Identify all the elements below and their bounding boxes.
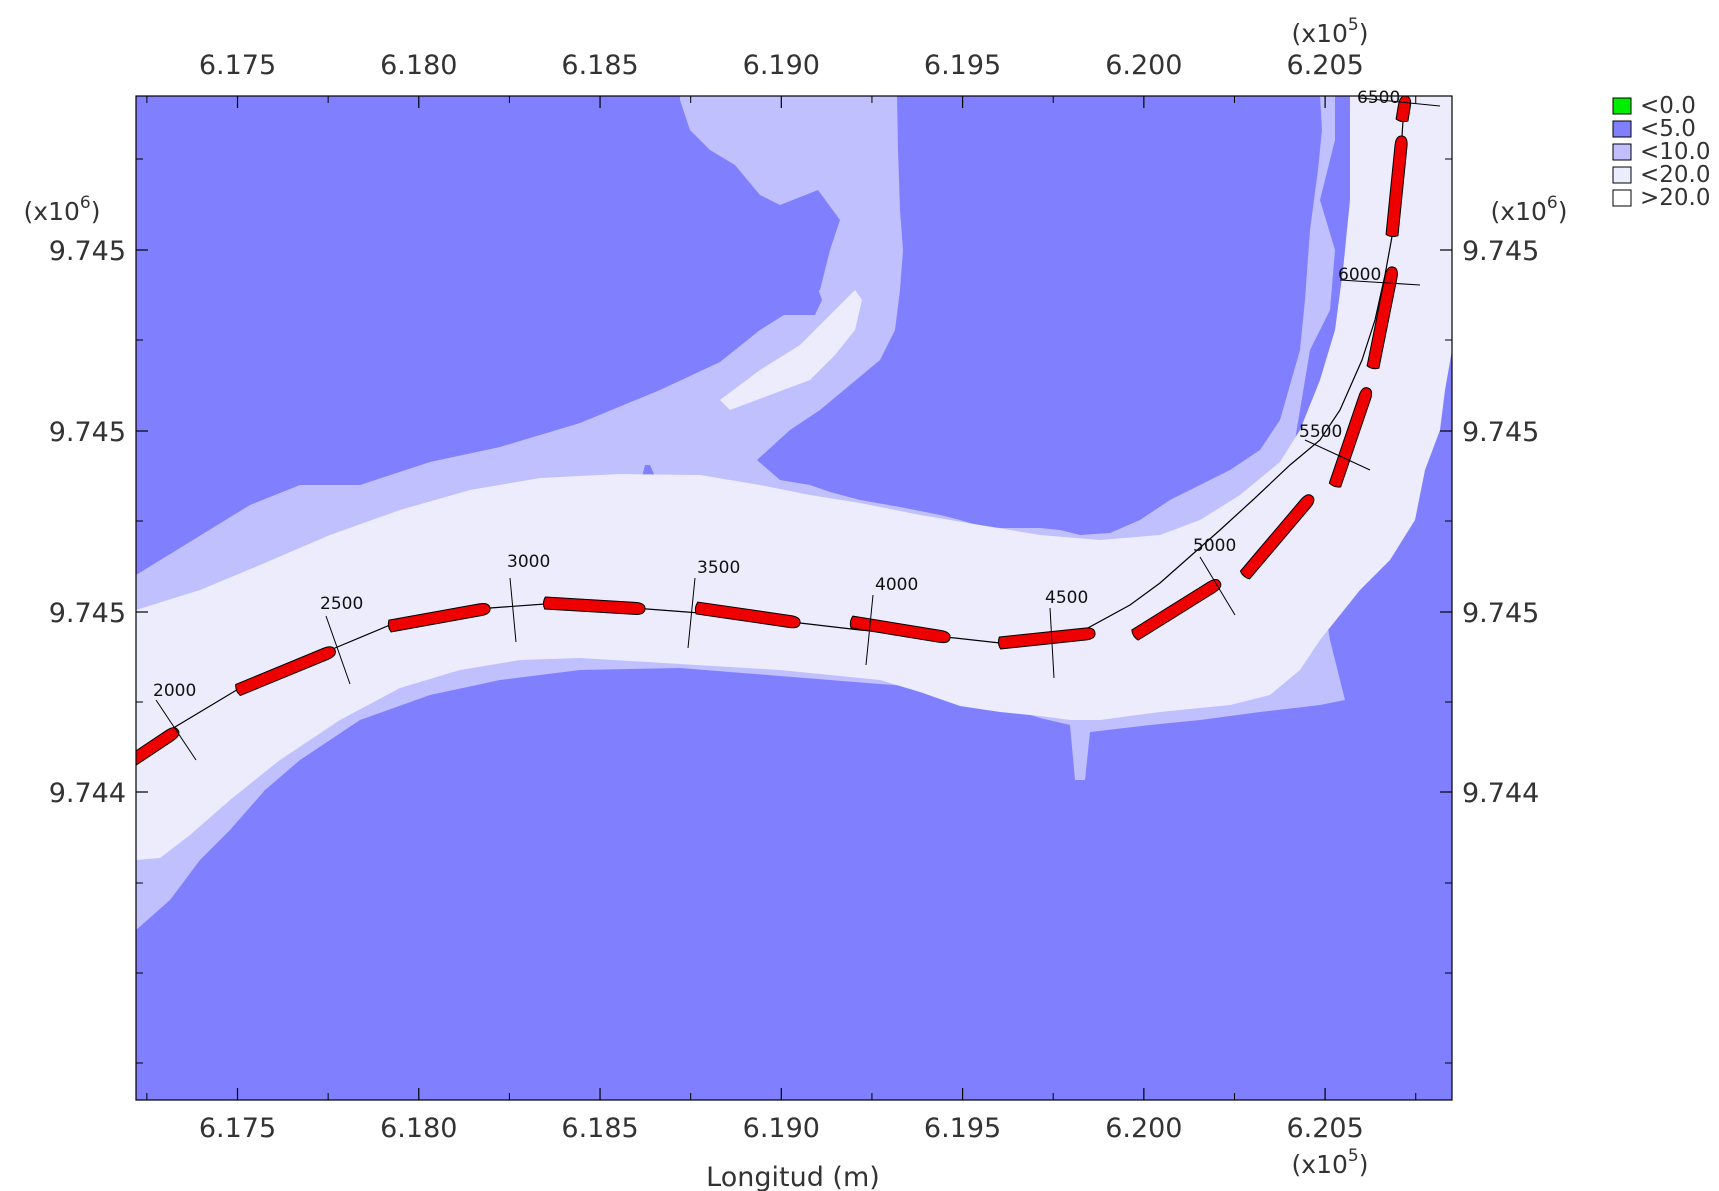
y-tick-label-right: 9.745 (1462, 236, 1539, 267)
legend-label: <20.0 (1640, 162, 1710, 188)
vessel (1385, 135, 1408, 238)
legend-swatch (1612, 166, 1632, 184)
tick-marks (136, 96, 1452, 1100)
chainage-label: 5000 (1193, 536, 1236, 556)
legend-swatch (1612, 143, 1632, 161)
depth-zone-margin-lower-bank (136, 500, 1452, 1100)
depth-zone-shallow-upper-bank (757, 96, 1322, 535)
legend-swatch (1612, 97, 1632, 115)
depth-zone-shallow-pocket (775, 280, 822, 315)
cross-section-line (1199, 556, 1236, 616)
y-tick-label-left: 9.745 (49, 236, 126, 267)
vessel (235, 646, 336, 697)
vessel (849, 615, 951, 644)
y-multiplier-left: (x106) (24, 193, 101, 226)
x-multiplier-top: (x105) (1292, 15, 1369, 48)
y-tick-label-right: 9.744 (1462, 778, 1539, 809)
x-tick-label-top: 6.175 (199, 50, 276, 81)
x-tick-label-bottom: 6.185 (561, 1113, 638, 1144)
legend-label: >20.0 (1640, 185, 1710, 211)
chainage-label: 6500 (1357, 88, 1400, 108)
vessel (997, 627, 1096, 650)
x-tick-label-top: 6.185 (561, 50, 638, 81)
cross-section-line (509, 577, 517, 643)
vessel (387, 602, 491, 633)
cross-section-line (325, 615, 351, 685)
chainage-label: 6000 (1338, 265, 1381, 285)
depth-zone-channel-inlet (720, 290, 862, 410)
x-tick-label-top: 6.200 (1105, 50, 1182, 81)
vessel (1328, 387, 1373, 488)
vessel (136, 727, 180, 768)
vessel (1131, 579, 1222, 641)
y-multiplier-right: (x106) (1491, 193, 1568, 226)
cross-section-line (1359, 97, 1441, 107)
legend-swatch (1612, 189, 1632, 207)
x-multiplier-bottom: (x105) (1292, 1146, 1369, 1179)
chainage-label: 3000 (507, 552, 550, 572)
vessel (694, 601, 801, 629)
y-tick-label-left: 9.745 (49, 598, 126, 629)
x-tick-label-top: 6.195 (924, 50, 1001, 81)
x-tick-label-bottom: 6.190 (743, 1113, 820, 1144)
legend-label: <0.0 (1640, 93, 1696, 119)
cross-section-line (1049, 607, 1055, 679)
y-tick-label-right: 9.745 (1462, 598, 1539, 629)
x-axis-title: Longitud (m) (706, 1162, 880, 1191)
chainage-labels: 2000 2500 3000 3500 4000 4500 5000 5500 6000 6500 (153, 88, 1400, 701)
legend-swatch (1612, 120, 1632, 138)
depth-zone-channel (136, 96, 1452, 860)
chainage-label: 3500 (697, 558, 740, 578)
y-tick-label-left: 9.744 (49, 778, 126, 809)
x-tick-label-bottom: 6.195 (924, 1113, 1001, 1144)
contour-layer (136, 96, 1452, 1100)
vessel-layer (136, 96, 1441, 768)
chainage-label: 2000 (153, 681, 196, 701)
plot-frame (135, 95, 1453, 1101)
cross-section-line (865, 594, 874, 666)
vessel (1366, 266, 1398, 370)
plot-border (135, 95, 1453, 1101)
x-tick-label-top: 6.205 (1286, 50, 1363, 81)
x-tick-label-bottom: 6.200 (1105, 1113, 1182, 1144)
cross-section-line (687, 577, 696, 649)
chainage-label: 4500 (1045, 588, 1088, 608)
legend: <0.0<5.0<10.0<20.0>20.0 (1612, 93, 1710, 211)
vessel (543, 596, 646, 615)
chainage-label: 4000 (875, 575, 918, 595)
x-tick-label-top: 6.180 (380, 50, 457, 81)
cross-section-line (1339, 279, 1421, 286)
x-tick-label-bottom: 6.175 (199, 1113, 276, 1144)
x-tick-label-bottom: 6.180 (380, 1113, 457, 1144)
chainage-label: 2500 (320, 594, 363, 614)
cross-section-line (155, 699, 197, 761)
y-tick-label-right: 9.745 (1462, 417, 1539, 448)
legend-label: <10.0 (1640, 139, 1710, 165)
x-tick-label-bottom: 6.205 (1286, 1113, 1363, 1144)
y-tick-label-left: 9.745 (49, 417, 126, 448)
cross-section-line (1304, 439, 1371, 471)
chainage-label: 5500 (1299, 422, 1342, 442)
vessel (1239, 494, 1315, 580)
axis-labels: 6.175 6.175 6.180 6.180 6.185 6.185 6.190 6.190… (24, 15, 1568, 1191)
legend-label: <5.0 (1640, 116, 1696, 142)
x-tick-label-top: 6.190 (743, 50, 820, 81)
